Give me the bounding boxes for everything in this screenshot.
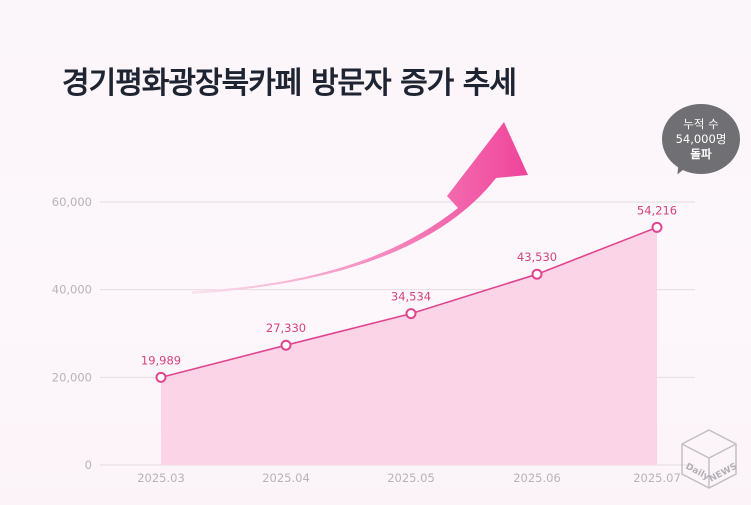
- data-label: 19,989: [141, 353, 181, 367]
- daily-news-logo: Daily NEWS: [681, 429, 739, 489]
- data-label: 27,330: [266, 321, 306, 335]
- data-point: [405, 308, 417, 320]
- x-tick-label: 2025.06: [513, 471, 561, 485]
- data-label: 54,216: [637, 203, 677, 217]
- page-title: 경기평화광장북카페 방문자 증가 추세: [62, 66, 517, 101]
- trend-arrow: [192, 122, 528, 294]
- data-point: [280, 339, 292, 351]
- y-tick-label: 60,000: [52, 195, 92, 209]
- y-tick-label: 40,000: [52, 283, 92, 297]
- x-tick-label: 2025.03: [137, 471, 185, 485]
- x-tick-label: 2025.04: [262, 471, 310, 485]
- data-point: [155, 371, 167, 383]
- data-point: [531, 268, 543, 280]
- data-label: 43,530: [517, 250, 557, 264]
- badge-line-3: 돌파: [690, 146, 712, 161]
- cumulative-badge: 누적 수 54,000명 돌파: [662, 104, 740, 174]
- x-tick-label: 2025.07: [633, 471, 681, 485]
- badge-line-2: 54,000명: [675, 131, 727, 146]
- y-tick-label: 20,000: [52, 370, 92, 384]
- y-tick-label: 0: [85, 458, 92, 472]
- badge-line-1: 누적 수: [683, 116, 719, 131]
- x-tick-label: 2025.05: [387, 471, 435, 485]
- series-area: [161, 227, 657, 465]
- data-point: [651, 221, 663, 233]
- data-label: 34,534: [391, 290, 431, 304]
- logo-text-daily: Daily: [684, 462, 711, 483]
